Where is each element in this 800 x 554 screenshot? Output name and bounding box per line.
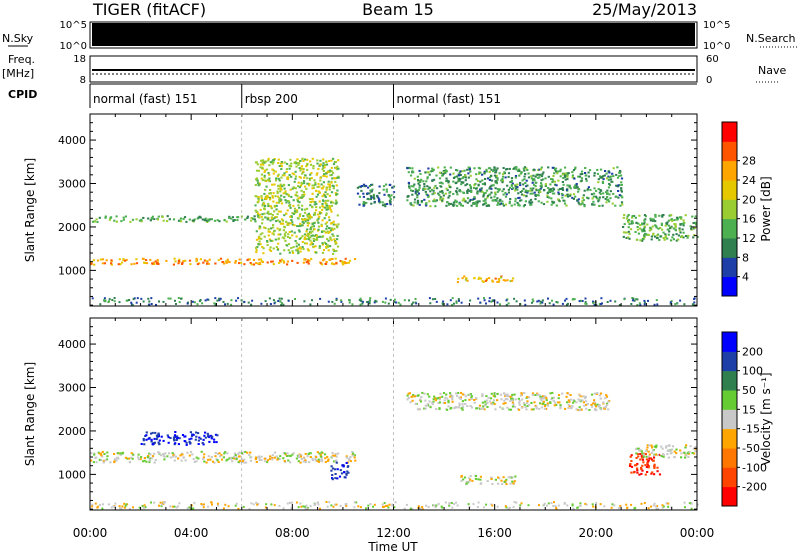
freq-tick-top: 18 (73, 54, 86, 65)
colorbar-swatch (722, 257, 737, 278)
station-title: TIGER (fitACF) (92, 0, 206, 19)
y-tick-label: 1000 (58, 468, 86, 481)
colorbar-swatch (722, 180, 737, 200)
freq-panel: Freq. [MHz] 18 8 Nave 60 0 (2, 53, 786, 86)
colorbar-swatch (722, 448, 737, 468)
colorbar-tick-label: 200 (742, 345, 763, 358)
y-axis-label: Slant Range [km] (23, 158, 37, 262)
colorbar-label: Velocity [m s⁻¹] (759, 372, 773, 465)
colorbar-tick-label: -15 (742, 423, 760, 436)
x-tick-label: 16:00 (477, 526, 512, 540)
echo-band (460, 474, 517, 486)
echo-band (90, 257, 357, 266)
x-tick-label: 00:00 (680, 526, 715, 540)
colorbar-swatch (722, 141, 737, 162)
nsky-label: N.Sky (2, 32, 34, 45)
colorbar-label: Power [dB] (759, 176, 773, 241)
velocity-colorbar: 200 100 50 15 -15 -50 -100 -200 Velocity [m s⁻¹] (721, 331, 773, 507)
near-range-scatter (91, 297, 696, 306)
power-heatmap: 1000 2000 3000 4000 Slant Range [km] (23, 113, 699, 307)
nsearch-label: N.Search (746, 32, 796, 45)
y-tick-label: 1000 (58, 264, 86, 277)
x-tick-label: 04:00 (174, 526, 209, 540)
colorbar-swatch (722, 428, 737, 449)
echo-band (91, 215, 256, 223)
x-tick-label: 00:00 (73, 526, 108, 540)
colorbar-tick-label: 16 (742, 213, 756, 226)
colorbar-swatch (722, 467, 737, 488)
echo-band (330, 461, 350, 481)
echo-band (622, 213, 699, 242)
nsearch-tick-bottom: 10^0 (703, 41, 730, 52)
colorbar-tick-label: 12 (742, 232, 756, 245)
freq-unit: [MHz] (2, 67, 34, 80)
colorbar-swatch (722, 351, 737, 372)
y-tick-label: 4000 (58, 338, 86, 351)
echo-band (628, 452, 662, 476)
colorbar-swatch (722, 199, 737, 220)
colorbar-tick-label: 28 (742, 155, 756, 168)
cpid-segment-label: rbsp 200 (245, 92, 298, 106)
colorbar-swatch (722, 276, 737, 297)
colorbar-swatch (722, 160, 737, 181)
colorbar-tick-label: 15 (742, 403, 756, 416)
y-tick-label: 2000 (58, 221, 86, 234)
colorbar-swatch (722, 370, 737, 391)
y-tick-label: 2000 (58, 425, 86, 438)
colorbar-swatch (722, 409, 737, 430)
echo-band (406, 166, 624, 208)
nave-tick-bottom: 0 (706, 75, 712, 86)
colorbar-tick-label: 8 (742, 251, 749, 264)
colorbar-tick-label: 4 (742, 271, 749, 284)
x-tick-label: 08:00 (275, 526, 310, 540)
nsky-tick-bottom: 10^0 (60, 41, 87, 52)
x-tick-label: 20:00 (579, 526, 614, 540)
echo-band (406, 391, 611, 412)
colorbar-swatch (722, 486, 737, 507)
colorbar-tick-label: -100 (742, 461, 767, 474)
echo-band (634, 444, 697, 459)
cpid-strip: CPID normal (fast) 151 rbsp 200 normal (fa… (8, 83, 697, 108)
colorbar-tick-label: 100 (742, 365, 763, 378)
colorbar-swatch (722, 390, 737, 410)
cpid-label: CPID (8, 88, 37, 101)
cpid-segment-label: normal (fast) 151 (397, 92, 501, 106)
time-axis: 00:00 04:00 08:00 12:00 16:00 20:00 00:00 (73, 526, 715, 540)
y-tick-label: 3000 (58, 382, 86, 395)
y-tick-label: 4000 (58, 134, 86, 147)
colorbar-tick-label: -50 (742, 442, 760, 455)
velocity-heatmap: 1000 2000 3000 4000 Slant Range [km] (23, 317, 699, 511)
colorbar-tick-label: 20 (742, 193, 756, 206)
beam-title: Beam 15 (362, 0, 434, 19)
near-range-scatter (91, 501, 699, 510)
nsky-trace (92, 24, 695, 46)
colorbar-tick-label: 50 (742, 384, 756, 397)
cpid-segment-label: normal (fast) 151 (93, 92, 197, 106)
y-axis-label: Slant Range [km] (23, 362, 37, 466)
colorbar-tick-label: 24 (742, 174, 756, 187)
nave-label: Nave (758, 64, 786, 77)
echo-band (254, 157, 340, 255)
date-title: 25/May/2013 (592, 0, 697, 19)
colorbar-swatch (722, 238, 737, 258)
freq-label: Freq. (8, 53, 35, 66)
colorbar-swatch (722, 218, 737, 239)
nave-tick-top: 60 (706, 54, 719, 65)
nsky-tick-top: 10^5 (60, 20, 87, 31)
colorbar-swatch (722, 332, 737, 352)
y-tick-label: 3000 (58, 178, 86, 191)
nsky-panel: N.Sky 10^5 10^0 N.Search 10^5 10^0 (2, 20, 798, 52)
echo-band (140, 431, 219, 446)
time-axis-label: Time UT (367, 540, 418, 554)
echo-band (90, 450, 357, 464)
colorbar-swatch (722, 122, 737, 142)
x-tick-label: 12:00 (376, 526, 411, 540)
colorbar-tick-label: -200 (742, 481, 767, 494)
echo-band (356, 183, 396, 208)
freq-tick-bottom: 8 (80, 75, 86, 86)
echo-band (456, 275, 515, 284)
nsearch-tick-top: 10^5 (703, 20, 730, 31)
